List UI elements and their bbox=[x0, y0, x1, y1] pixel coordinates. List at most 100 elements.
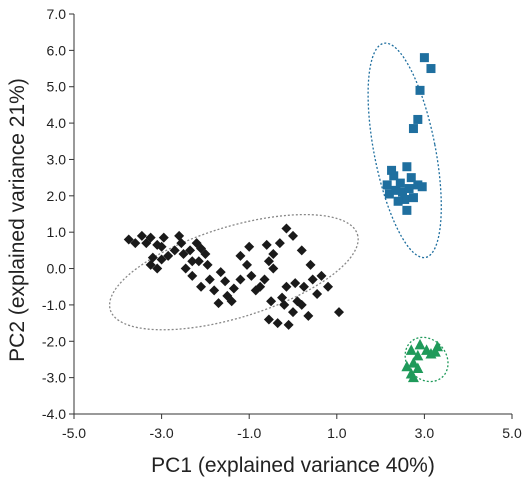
square-point bbox=[417, 182, 427, 192]
diamond-point bbox=[156, 241, 167, 252]
y-axis-title: PC2 (explained variance 21%) bbox=[6, 78, 29, 362]
diamond-point bbox=[187, 270, 198, 281]
y-tick-label: 4.0 bbox=[47, 115, 67, 131]
diamond-point bbox=[283, 319, 294, 330]
diamond-point bbox=[202, 259, 213, 270]
diamond-point bbox=[156, 254, 167, 265]
triangle-point bbox=[401, 360, 413, 372]
square-point bbox=[402, 162, 412, 172]
triangle-point bbox=[414, 338, 426, 350]
diamond-point bbox=[259, 274, 270, 285]
diamond-point bbox=[147, 252, 158, 263]
square-point bbox=[387, 165, 397, 175]
diamond-point bbox=[298, 281, 309, 292]
y-tick-label: 0.0 bbox=[47, 261, 67, 277]
diamond-point bbox=[226, 296, 237, 307]
square-point bbox=[382, 180, 392, 190]
diamond-point bbox=[193, 256, 204, 267]
x-axis-ticks: -5.0 -3.0 -1.0 1.0 3.0 5.0 bbox=[62, 414, 522, 441]
diamond-point bbox=[180, 263, 191, 274]
diamond-cluster-ellipse bbox=[108, 213, 359, 331]
y-tick-label: 5.0 bbox=[47, 79, 67, 95]
diamond-point bbox=[296, 245, 307, 256]
diamond-point bbox=[290, 278, 301, 289]
diamond-point bbox=[204, 274, 215, 285]
diamond-point bbox=[185, 245, 196, 256]
triangle-point bbox=[432, 340, 444, 352]
y-tick-label: -3.0 bbox=[42, 370, 66, 386]
x-tick-label: 5.0 bbox=[502, 425, 522, 441]
diamond-point bbox=[263, 256, 274, 267]
x-tick-label: 3.0 bbox=[415, 425, 435, 441]
diamond-point bbox=[246, 270, 257, 281]
diamond-point bbox=[281, 281, 292, 292]
square-point bbox=[389, 171, 399, 181]
diamond-point bbox=[187, 256, 198, 267]
diamond-point bbox=[196, 281, 207, 292]
diamond-point bbox=[261, 239, 272, 250]
diamond-point bbox=[255, 281, 266, 292]
y-tick-label: 6.0 bbox=[47, 42, 67, 58]
x-tick-label: -5.0 bbox=[62, 425, 86, 441]
y-axis-ticks: -4.0 -3.0 -2.0 -1.0 0.0 1.0 2.0 3.0 4.0 5.0 6.0 7.0 bbox=[42, 6, 74, 422]
y-tick-label: 7.0 bbox=[47, 6, 67, 22]
square-point bbox=[426, 64, 436, 74]
diamond-point bbox=[215, 267, 226, 278]
diamond-point bbox=[312, 289, 323, 299]
diamond-point bbox=[296, 299, 307, 310]
square-point bbox=[415, 85, 425, 95]
y-tick-label: -1.0 bbox=[42, 297, 66, 313]
triangle-point bbox=[412, 362, 424, 374]
diamond-point bbox=[235, 274, 246, 285]
square-cluster-ellipse bbox=[367, 42, 442, 259]
x-tick-label: -1.0 bbox=[237, 425, 261, 441]
diamond-point bbox=[274, 238, 285, 249]
diamond-point bbox=[145, 259, 156, 270]
diamond-point bbox=[178, 249, 189, 259]
triangle-point bbox=[412, 349, 424, 361]
square-point bbox=[406, 173, 416, 183]
y-tick-label: 2.0 bbox=[47, 188, 67, 204]
square-point bbox=[408, 193, 418, 203]
square-point bbox=[393, 196, 403, 206]
diamond-point bbox=[279, 299, 290, 310]
square-point bbox=[400, 194, 410, 204]
triangle-cluster-ellipse bbox=[404, 336, 449, 383]
triangle-point bbox=[405, 344, 417, 355]
diamond-point bbox=[220, 276, 231, 287]
diamond-point bbox=[268, 249, 279, 259]
diamond-point bbox=[281, 223, 292, 234]
diamond-point bbox=[303, 310, 314, 321]
diamond-point bbox=[277, 292, 288, 303]
square-point bbox=[395, 178, 405, 188]
square-point bbox=[402, 205, 412, 215]
y-tick-label: -2.0 bbox=[42, 333, 66, 349]
diamond-point bbox=[266, 296, 277, 307]
diamond-point bbox=[145, 232, 156, 243]
square-point bbox=[419, 53, 429, 63]
y-tick-label: -4.0 bbox=[42, 406, 66, 422]
y-tick-label: 3.0 bbox=[47, 151, 67, 167]
diamond-point bbox=[235, 250, 246, 261]
diamond-point bbox=[174, 230, 185, 241]
diamond-point bbox=[152, 263, 163, 274]
square-point bbox=[408, 124, 418, 134]
diamond-point bbox=[130, 238, 141, 249]
x-axis-title: PC1 (explained variance 40%) bbox=[151, 454, 435, 477]
data-points bbox=[123, 53, 444, 383]
diamond-point bbox=[136, 230, 147, 241]
diamond-point bbox=[213, 298, 224, 309]
triangle-point bbox=[425, 348, 437, 359]
triangle-point bbox=[407, 357, 419, 368]
triangle-point bbox=[407, 371, 419, 383]
diamond-point bbox=[242, 259, 253, 270]
diamond-point bbox=[244, 241, 255, 252]
diamond-point bbox=[316, 270, 327, 281]
diamond-point bbox=[323, 281, 334, 292]
diamond-point bbox=[263, 314, 274, 325]
diamond-point bbox=[123, 234, 134, 245]
diamond-point bbox=[305, 259, 316, 270]
diamond-point bbox=[158, 232, 169, 243]
diamond-point bbox=[163, 250, 174, 261]
